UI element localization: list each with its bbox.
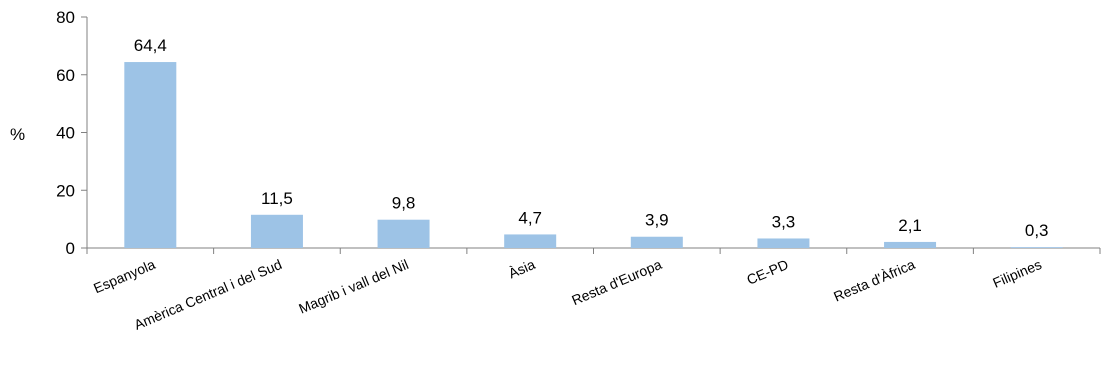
- category-label: CE-PD: [744, 256, 790, 288]
- category-label: Filipines: [990, 256, 1044, 291]
- data-label: 0,3: [1025, 221, 1049, 240]
- data-label: 3,3: [772, 212, 796, 231]
- bar: [504, 234, 557, 248]
- bars: [124, 62, 1063, 248]
- category-label: Àsia: [506, 256, 538, 281]
- category-label: Espanyola: [91, 256, 158, 296]
- y-axis: 0 20 40 60 80: [56, 8, 88, 258]
- y-tick-label: 60: [56, 66, 75, 85]
- category-label: Resta d'Europa: [569, 256, 664, 308]
- y-tick-label: 80: [56, 8, 75, 27]
- bar: [757, 238, 810, 248]
- y-tick-label: 40: [56, 124, 75, 143]
- data-label: 2,1: [898, 216, 922, 235]
- bar: [1010, 247, 1063, 248]
- data-label: 11,5: [261, 189, 293, 208]
- data-label: 64,4: [134, 36, 167, 55]
- x-axis: [86, 247, 1101, 254]
- data-labels: 64,4 11,5 9,8 4,7 3,9 3,3 2,1 0,3: [134, 36, 1049, 240]
- y-tick-label: 20: [56, 181, 75, 200]
- category-label: Resta d'Àfrica: [831, 256, 917, 305]
- data-label: 9,8: [392, 194, 416, 213]
- bar: [377, 219, 430, 248]
- data-label: 4,7: [518, 208, 542, 227]
- data-label: 3,9: [645, 211, 669, 230]
- bar: [250, 214, 303, 248]
- y-tick-label: 0: [66, 239, 75, 258]
- bar: [124, 62, 177, 248]
- bar: [630, 236, 683, 248]
- bar: [884, 241, 937, 248]
- y-axis-title: %: [10, 125, 25, 144]
- category-label: Magrib i vall del Nil: [296, 256, 410, 317]
